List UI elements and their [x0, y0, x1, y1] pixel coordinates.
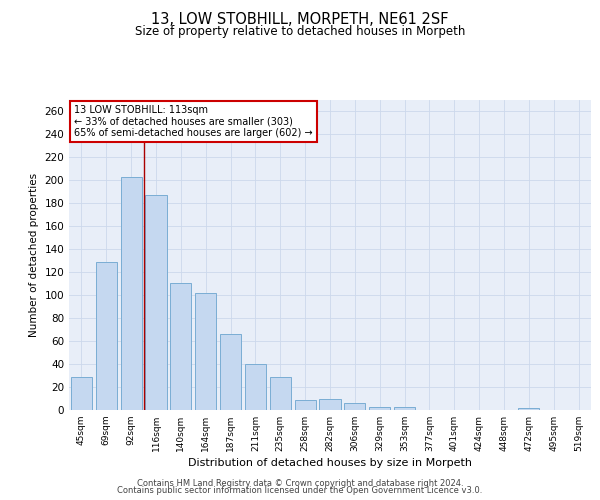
Bar: [245, 364, 266, 410]
Bar: [394, 406, 415, 410]
Bar: [195, 293, 216, 410]
Bar: [145, 196, 167, 410]
Y-axis label: Number of detached properties: Number of detached properties: [29, 173, 39, 337]
Bar: [344, 403, 365, 410]
Bar: [71, 376, 92, 410]
Text: Contains HM Land Registry data © Crown copyright and database right 2024.: Contains HM Land Registry data © Crown c…: [137, 478, 463, 488]
Bar: [121, 177, 142, 410]
Text: Size of property relative to detached houses in Morpeth: Size of property relative to detached ho…: [135, 25, 465, 38]
X-axis label: Distribution of detached houses by size in Morpeth: Distribution of detached houses by size …: [188, 458, 472, 468]
Text: Contains public sector information licensed under the Open Government Licence v3: Contains public sector information licen…: [118, 486, 482, 495]
Bar: [295, 400, 316, 410]
Bar: [369, 406, 390, 410]
Bar: [270, 376, 291, 410]
Bar: [220, 334, 241, 410]
Bar: [96, 262, 117, 410]
Text: 13, LOW STOBHILL, MORPETH, NE61 2SF: 13, LOW STOBHILL, MORPETH, NE61 2SF: [151, 12, 449, 28]
Bar: [518, 408, 539, 410]
Text: 13 LOW STOBHILL: 113sqm
← 33% of detached houses are smaller (303)
65% of semi-d: 13 LOW STOBHILL: 113sqm ← 33% of detache…: [74, 104, 313, 138]
Bar: [319, 398, 341, 410]
Bar: [170, 282, 191, 410]
